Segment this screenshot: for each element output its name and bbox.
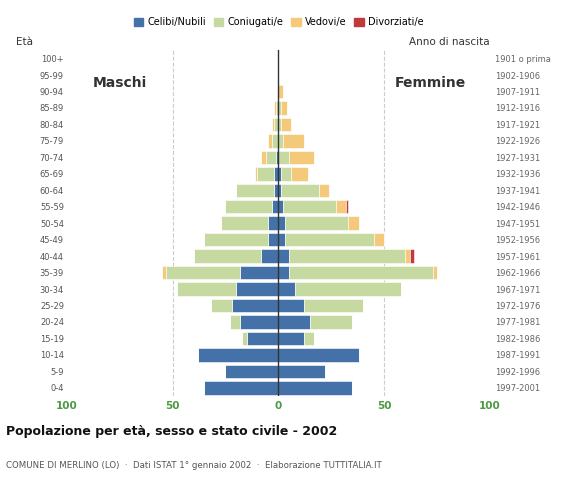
Bar bbox=[278, 348, 359, 361]
Bar bbox=[281, 118, 291, 131]
Bar bbox=[221, 216, 268, 230]
Bar bbox=[278, 332, 304, 345]
Bar bbox=[236, 282, 278, 296]
Bar bbox=[289, 151, 314, 164]
Bar bbox=[274, 118, 278, 131]
Bar bbox=[281, 101, 287, 115]
Bar bbox=[258, 167, 274, 180]
Bar bbox=[318, 183, 329, 197]
Text: Età: Età bbox=[16, 37, 33, 47]
Bar bbox=[289, 250, 405, 263]
Bar bbox=[274, 101, 276, 115]
Bar bbox=[348, 216, 359, 230]
Text: Popolazione per età, sesso e stato civile - 2002: Popolazione per età, sesso e stato civil… bbox=[6, 425, 337, 438]
Bar bbox=[232, 299, 278, 312]
Bar bbox=[268, 233, 278, 246]
Bar bbox=[374, 233, 384, 246]
Bar bbox=[278, 167, 281, 180]
Bar bbox=[226, 200, 272, 214]
Bar bbox=[278, 151, 289, 164]
Bar bbox=[278, 216, 285, 230]
Bar bbox=[278, 381, 353, 395]
Bar bbox=[194, 250, 262, 263]
Bar bbox=[211, 299, 232, 312]
Bar bbox=[289, 266, 433, 279]
Bar bbox=[336, 200, 346, 214]
Bar bbox=[282, 134, 304, 148]
Bar bbox=[166, 266, 240, 279]
Bar bbox=[272, 118, 274, 131]
Bar bbox=[282, 200, 336, 214]
Bar bbox=[162, 266, 166, 279]
Bar bbox=[278, 183, 281, 197]
Bar bbox=[230, 315, 240, 329]
Bar bbox=[346, 200, 348, 214]
Bar bbox=[291, 167, 308, 180]
Bar bbox=[433, 266, 437, 279]
Bar bbox=[278, 101, 281, 115]
Bar bbox=[268, 216, 278, 230]
Bar bbox=[304, 332, 314, 345]
Bar bbox=[262, 151, 266, 164]
Bar bbox=[198, 348, 278, 361]
Bar bbox=[278, 282, 295, 296]
Bar bbox=[278, 85, 282, 98]
Text: COMUNE DI MERLINO (LO)  ·  Dati ISTAT 1° gennaio 2002  ·  Elaborazione TUTTITALI: COMUNE DI MERLINO (LO) · Dati ISTAT 1° g… bbox=[6, 461, 382, 470]
Bar bbox=[177, 282, 236, 296]
Bar bbox=[274, 183, 278, 197]
Bar bbox=[204, 233, 268, 246]
Bar bbox=[255, 167, 257, 180]
Legend: Celibi/Nubili, Coniugati/e, Vedovi/e, Divorziati/e: Celibi/Nubili, Coniugati/e, Vedovi/e, Di… bbox=[132, 15, 425, 29]
Bar bbox=[409, 250, 414, 263]
Bar bbox=[266, 151, 276, 164]
Bar bbox=[268, 134, 272, 148]
Bar bbox=[285, 216, 348, 230]
Bar bbox=[240, 315, 278, 329]
Bar bbox=[405, 250, 409, 263]
Bar bbox=[278, 250, 289, 263]
Bar bbox=[281, 167, 291, 180]
Bar bbox=[226, 365, 278, 378]
Bar bbox=[278, 134, 282, 148]
Bar bbox=[281, 183, 318, 197]
Bar bbox=[272, 200, 278, 214]
Bar bbox=[278, 365, 325, 378]
Bar bbox=[204, 381, 278, 395]
Bar bbox=[278, 118, 281, 131]
Bar bbox=[278, 200, 282, 214]
Bar bbox=[240, 266, 278, 279]
Bar bbox=[278, 266, 289, 279]
Bar bbox=[278, 315, 310, 329]
Bar bbox=[310, 315, 353, 329]
Text: Anno di nascita: Anno di nascita bbox=[409, 37, 490, 47]
Bar bbox=[236, 183, 274, 197]
Bar bbox=[262, 250, 278, 263]
Bar bbox=[242, 332, 246, 345]
Bar bbox=[304, 299, 363, 312]
Bar bbox=[272, 134, 278, 148]
Text: Maschi: Maschi bbox=[92, 76, 147, 90]
Bar bbox=[274, 167, 278, 180]
Bar bbox=[285, 233, 374, 246]
Bar bbox=[276, 101, 278, 115]
Bar bbox=[295, 282, 401, 296]
Bar bbox=[278, 233, 285, 246]
Bar bbox=[276, 151, 278, 164]
Bar bbox=[246, 332, 278, 345]
Text: Femmine: Femmine bbox=[395, 76, 466, 90]
Bar bbox=[278, 299, 304, 312]
